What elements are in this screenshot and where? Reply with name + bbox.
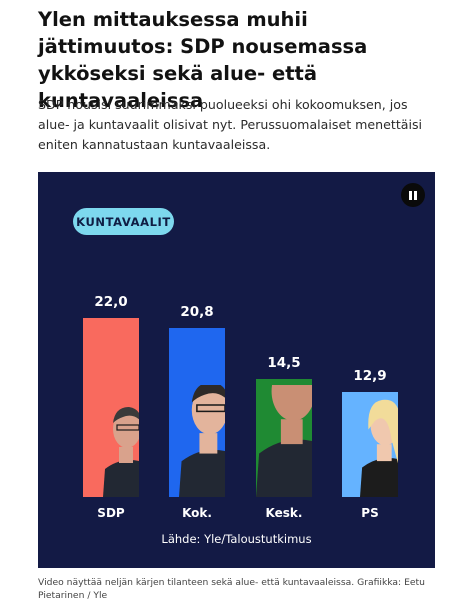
bar-category-label: SDP (97, 506, 125, 520)
bar-group: 20,8 (169, 304, 225, 497)
bar-group: 12,9 (342, 368, 398, 497)
candidate-portrait (179, 385, 225, 497)
election-type-pill: KUNTAVAALIT (73, 208, 174, 235)
bar-group: 22,0 (83, 294, 139, 497)
bar-category-label: Kok. (182, 506, 212, 520)
candidate-portrait (103, 407, 139, 497)
candidate-portrait (360, 399, 398, 497)
bar (342, 392, 398, 497)
pause-icon (409, 190, 412, 200)
bar-group: 14,5 (256, 355, 312, 497)
bar-value-label: 20,8 (180, 304, 214, 320)
article-headline: Ylen mittauksessa muhii jättimuutos: SDP… (38, 8, 368, 112)
bar-category-label: PS (361, 506, 379, 520)
video-caption: Video näyttää neljän kärjen tilanteen se… (38, 577, 425, 601)
bar-value-label: 14,5 (267, 355, 301, 371)
bar (83, 318, 139, 497)
article-lead: SDP nousisi suurimmaksi puolueeksi ohi k… (38, 97, 423, 152)
bar (169, 328, 225, 497)
bar-value-label: 22,0 (94, 294, 128, 310)
bar (256, 379, 312, 497)
candidate-portrait (256, 385, 312, 497)
bar-value-label: 12,9 (353, 368, 387, 384)
pause-button[interactable] (401, 183, 425, 207)
video-player[interactable]: KUNTAVAALIT 22,0 SDP 20,8 Kok. 14,5 Kesk. 12,9… (38, 172, 435, 568)
bar-category-label: Kesk. (265, 506, 303, 520)
source-text: Lähde: Yle/Taloustutkimus (161, 532, 312, 546)
